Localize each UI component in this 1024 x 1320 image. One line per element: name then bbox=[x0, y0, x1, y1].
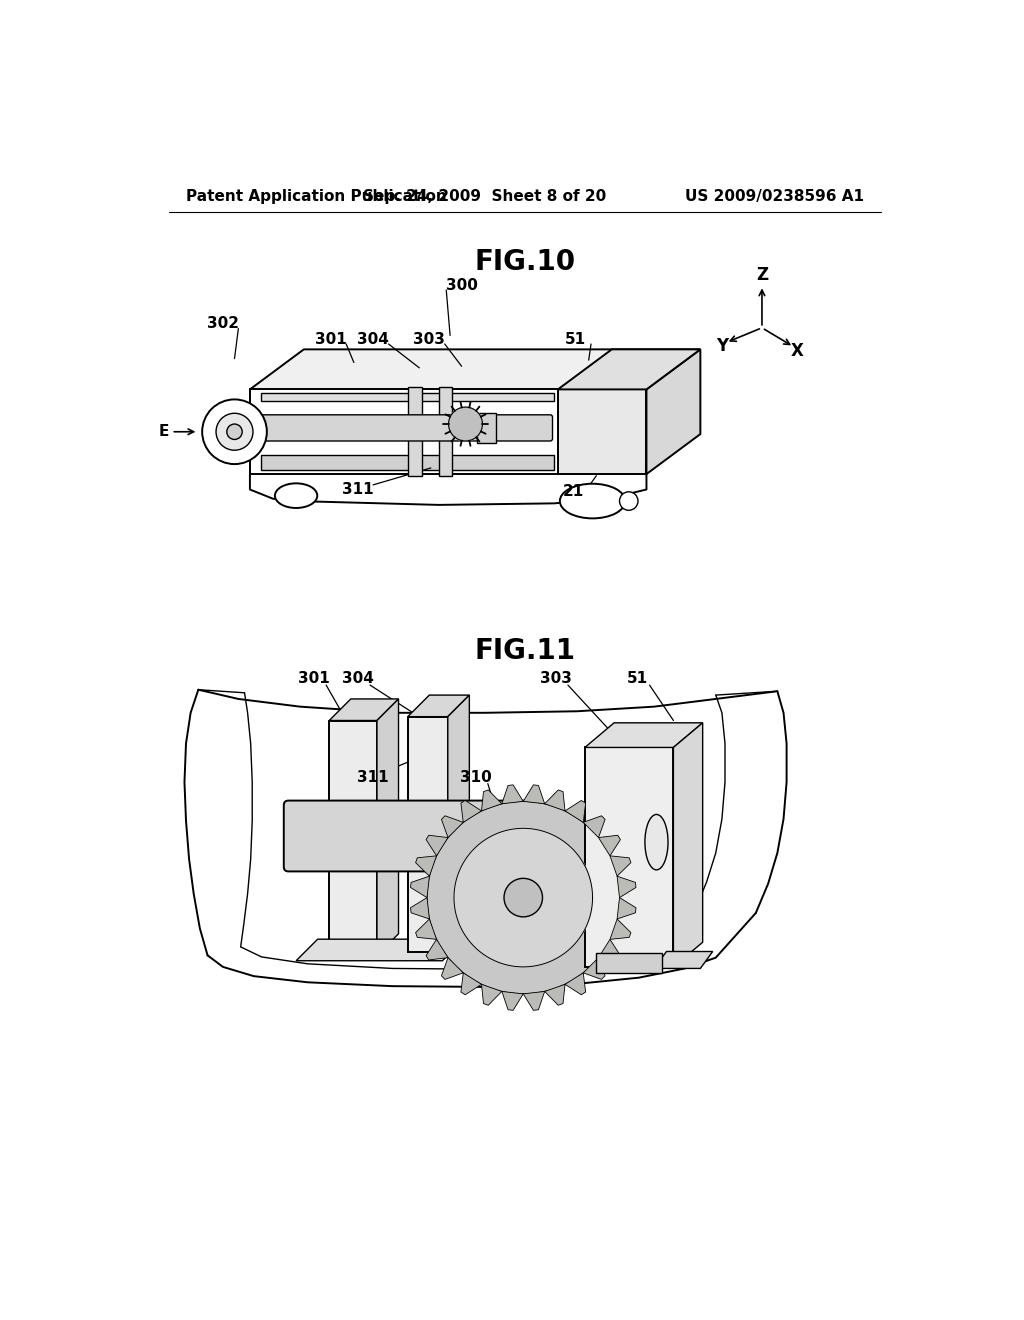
Polygon shape bbox=[565, 800, 586, 822]
Ellipse shape bbox=[645, 814, 668, 870]
Polygon shape bbox=[261, 455, 554, 470]
Ellipse shape bbox=[560, 483, 626, 519]
Text: 310: 310 bbox=[460, 770, 492, 785]
Text: FIG.11: FIG.11 bbox=[474, 638, 575, 665]
Text: 304: 304 bbox=[357, 331, 389, 347]
Polygon shape bbox=[558, 389, 646, 474]
Text: 303: 303 bbox=[540, 672, 571, 686]
Polygon shape bbox=[427, 801, 620, 994]
Polygon shape bbox=[447, 696, 469, 952]
Circle shape bbox=[202, 400, 267, 465]
Polygon shape bbox=[585, 747, 674, 966]
Polygon shape bbox=[454, 829, 593, 966]
Polygon shape bbox=[408, 696, 469, 717]
Polygon shape bbox=[502, 785, 523, 804]
Polygon shape bbox=[596, 953, 662, 973]
Polygon shape bbox=[477, 412, 497, 444]
Circle shape bbox=[216, 413, 253, 450]
Text: 21: 21 bbox=[562, 483, 584, 499]
Polygon shape bbox=[565, 973, 586, 995]
Polygon shape bbox=[408, 717, 447, 952]
Text: Z: Z bbox=[756, 265, 768, 284]
Text: 304: 304 bbox=[342, 672, 374, 686]
Polygon shape bbox=[377, 700, 398, 956]
Polygon shape bbox=[330, 700, 398, 721]
Polygon shape bbox=[416, 855, 436, 876]
FancyBboxPatch shape bbox=[255, 414, 553, 441]
Polygon shape bbox=[481, 985, 502, 1006]
Polygon shape bbox=[250, 389, 558, 474]
Polygon shape bbox=[674, 723, 702, 966]
Text: US 2009/0238596 A1: US 2009/0238596 A1 bbox=[685, 189, 863, 205]
Circle shape bbox=[504, 878, 543, 917]
Polygon shape bbox=[646, 350, 700, 474]
Text: Patent Application Publication: Patent Application Publication bbox=[186, 189, 446, 205]
Text: 51: 51 bbox=[627, 672, 648, 686]
Polygon shape bbox=[416, 919, 436, 940]
Polygon shape bbox=[584, 816, 605, 838]
FancyBboxPatch shape bbox=[284, 800, 536, 871]
Polygon shape bbox=[481, 789, 502, 810]
Polygon shape bbox=[438, 387, 453, 477]
Polygon shape bbox=[545, 985, 565, 1006]
Polygon shape bbox=[523, 785, 545, 804]
Polygon shape bbox=[598, 836, 621, 855]
Polygon shape bbox=[408, 387, 422, 477]
Polygon shape bbox=[502, 991, 523, 1010]
Polygon shape bbox=[441, 816, 463, 838]
Text: 301: 301 bbox=[315, 331, 347, 347]
Text: FIG.10: FIG.10 bbox=[474, 248, 575, 276]
Polygon shape bbox=[585, 723, 702, 747]
Polygon shape bbox=[426, 940, 449, 960]
Text: 302: 302 bbox=[207, 317, 239, 331]
Polygon shape bbox=[441, 957, 463, 979]
Text: 311: 311 bbox=[357, 770, 389, 785]
Polygon shape bbox=[617, 876, 636, 898]
Polygon shape bbox=[461, 973, 481, 995]
Circle shape bbox=[226, 424, 243, 440]
Polygon shape bbox=[411, 876, 429, 898]
Polygon shape bbox=[610, 919, 631, 940]
Polygon shape bbox=[411, 898, 429, 919]
Polygon shape bbox=[330, 721, 377, 956]
Polygon shape bbox=[558, 350, 700, 389]
Polygon shape bbox=[261, 393, 554, 401]
Text: Sep. 24, 2009  Sheet 8 of 20: Sep. 24, 2009 Sheet 8 of 20 bbox=[364, 189, 606, 205]
Polygon shape bbox=[250, 350, 700, 389]
Text: X: X bbox=[791, 342, 803, 360]
Text: 300: 300 bbox=[445, 279, 477, 293]
Polygon shape bbox=[449, 407, 482, 441]
Ellipse shape bbox=[274, 483, 317, 508]
Polygon shape bbox=[426, 836, 449, 855]
Text: E: E bbox=[159, 424, 169, 440]
Polygon shape bbox=[296, 940, 464, 961]
Text: 303: 303 bbox=[414, 331, 445, 347]
Text: 311: 311 bbox=[342, 482, 374, 498]
Text: Y: Y bbox=[716, 337, 728, 355]
Polygon shape bbox=[523, 991, 545, 1010]
Polygon shape bbox=[617, 898, 636, 919]
Circle shape bbox=[620, 492, 638, 511]
Polygon shape bbox=[545, 789, 565, 810]
Polygon shape bbox=[584, 957, 605, 979]
Polygon shape bbox=[598, 940, 621, 960]
Polygon shape bbox=[461, 800, 481, 822]
Text: 51: 51 bbox=[565, 331, 586, 347]
Polygon shape bbox=[654, 952, 713, 969]
Polygon shape bbox=[610, 855, 631, 876]
Text: 301: 301 bbox=[298, 672, 330, 686]
